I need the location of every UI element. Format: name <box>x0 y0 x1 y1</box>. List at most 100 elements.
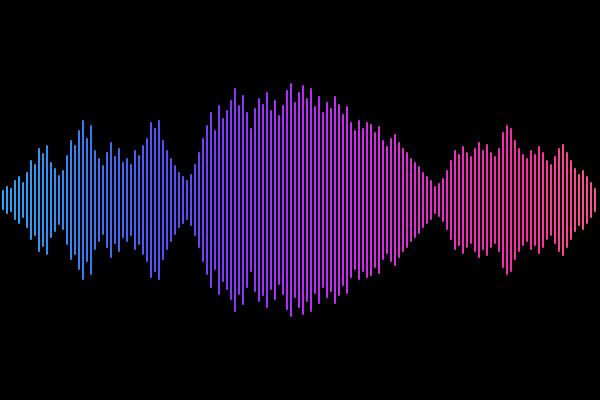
waveform-bar <box>498 148 500 252</box>
waveform-bar <box>182 176 184 224</box>
waveform-bar <box>50 162 52 238</box>
waveform-bar <box>270 110 272 290</box>
waveform-bar <box>574 168 576 232</box>
waveform-bar <box>462 146 464 254</box>
waveform-bar <box>578 174 580 226</box>
waveform-bar <box>70 140 72 260</box>
waveform-bar <box>410 158 412 242</box>
waveform-bar <box>286 90 288 310</box>
waveform-bar <box>294 102 296 298</box>
waveform-bar <box>126 158 128 242</box>
waveform-bar <box>102 165 104 235</box>
waveform-bar <box>114 156 116 244</box>
waveform-bar <box>234 88 236 312</box>
waveform-bar <box>378 126 380 274</box>
waveform-bar <box>146 138 148 262</box>
waveform-bar <box>246 112 248 288</box>
waveform-bar <box>582 170 584 230</box>
waveform-bar <box>38 148 40 252</box>
waveform-bar <box>66 155 68 245</box>
waveform-bar <box>538 146 540 254</box>
waveform-bar <box>534 154 536 246</box>
waveform-bar <box>34 164 36 236</box>
waveform-bar <box>426 176 428 224</box>
waveform-bar <box>390 138 392 262</box>
waveform-bar <box>562 144 564 256</box>
waveform-bar <box>106 152 108 248</box>
waveform-bar <box>510 128 512 272</box>
waveform-bar <box>482 150 484 250</box>
waveform-bar <box>586 176 588 224</box>
waveform-bar <box>402 148 404 252</box>
waveform-bar <box>474 148 476 252</box>
waveform-bar <box>174 165 176 235</box>
waveform-bar <box>590 182 592 218</box>
waveform-bar <box>450 160 452 240</box>
waveform-bar <box>278 115 280 285</box>
waveform-bar <box>26 172 28 228</box>
waveform-bar <box>42 153 44 247</box>
waveform-bar <box>178 172 180 228</box>
waveform-bar <box>334 96 336 304</box>
waveform-bar <box>558 148 560 252</box>
waveform-bar <box>98 158 100 242</box>
waveform-bar <box>366 122 368 278</box>
waveform-bar <box>522 154 524 246</box>
waveform-bar <box>46 145 48 255</box>
waveform-bar <box>242 95 244 305</box>
waveform-bar <box>290 83 292 317</box>
waveform-bar <box>438 183 440 217</box>
waveform-bar <box>258 98 260 302</box>
waveform-bar <box>2 190 4 210</box>
waveform-bar <box>150 122 152 278</box>
waveform-bar <box>342 114 344 286</box>
waveform-bar <box>542 152 544 248</box>
waveform-bar <box>254 108 256 292</box>
waveform-bar <box>546 160 548 240</box>
waveform-bar <box>154 128 156 272</box>
waveform-bar <box>170 158 172 242</box>
waveform-bar <box>414 162 416 238</box>
waveform-bar <box>86 138 88 262</box>
waveform-bar <box>394 134 396 266</box>
waveform-bar <box>82 120 84 280</box>
waveform-bar <box>62 170 64 230</box>
waveform-bar <box>222 118 224 282</box>
waveform-bar <box>214 130 216 270</box>
waveform-bar <box>282 105 284 295</box>
waveform-bar <box>502 132 504 268</box>
waveform-bar <box>166 150 168 250</box>
waveform-bar <box>134 150 136 250</box>
waveform-bar <box>458 154 460 246</box>
waveform-bar <box>398 142 400 258</box>
waveform-bar <box>130 164 132 236</box>
waveform-bar <box>78 130 80 270</box>
waveform-bar <box>6 186 8 214</box>
waveform-bar <box>138 155 140 245</box>
waveform-bar <box>566 152 568 248</box>
waveform-bar <box>454 150 456 250</box>
waveform-bar <box>94 150 96 250</box>
waveform-bar <box>122 162 124 238</box>
waveform-bar <box>74 145 76 255</box>
waveform-bar <box>382 140 384 260</box>
waveform-bar <box>442 178 444 222</box>
waveform-bar <box>194 164 196 236</box>
waveform-bar <box>494 156 496 244</box>
waveform-bar <box>418 166 420 234</box>
waveform-bar <box>550 164 552 236</box>
waveform-bar <box>262 104 264 296</box>
waveform-bar <box>30 160 32 240</box>
waveform-bar <box>518 148 520 252</box>
waveform-bar <box>490 152 492 248</box>
waveform-bar <box>526 158 528 242</box>
waveform-bar <box>110 142 112 258</box>
waveform-bar <box>90 125 92 275</box>
waveform-bar <box>466 152 468 248</box>
waveform-bar <box>430 180 432 220</box>
waveform-bar <box>314 106 316 294</box>
waveform-bar <box>554 156 556 244</box>
waveform-bar <box>226 110 228 290</box>
waveform-bar <box>266 92 268 308</box>
